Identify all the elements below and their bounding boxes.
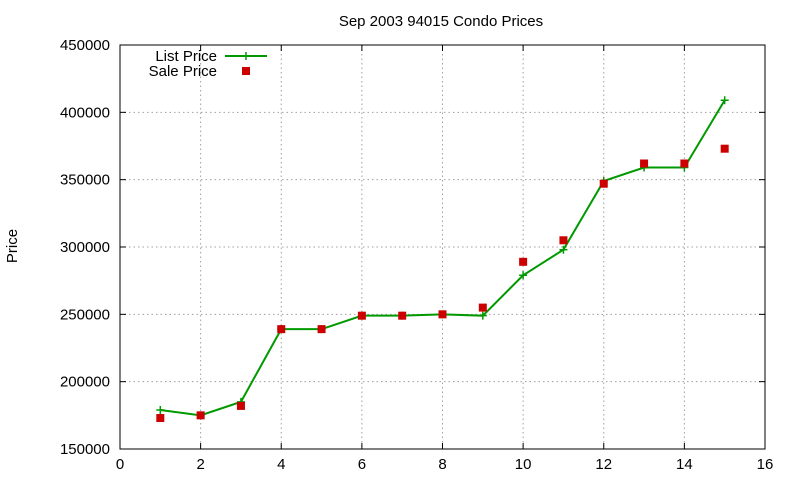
sale-price-point	[519, 257, 528, 266]
data-series	[156, 96, 729, 423]
y-tick-label: 400000	[60, 104, 110, 121]
x-tick-label: 10	[515, 456, 532, 473]
x-tick-label: 6	[358, 456, 366, 473]
sale-price-point	[156, 414, 165, 423]
sale-price-point	[720, 144, 729, 153]
legend-swatch-sale-price	[242, 67, 250, 75]
y-tick-label: 200000	[60, 374, 110, 391]
list-price-point	[519, 271, 528, 280]
y-tick-label: 450000	[60, 37, 110, 54]
sale-price-point	[236, 401, 245, 410]
x-tick-label: 2	[196, 456, 204, 473]
legend-label-list-price: List Price	[155, 48, 217, 65]
y-tick-label: 250000	[60, 306, 110, 323]
x-tick-label: 14	[676, 456, 693, 473]
sale-price-point	[478, 303, 487, 312]
list-price-point	[559, 245, 568, 254]
sale-price-point	[317, 325, 326, 334]
x-tick-label: 4	[277, 456, 285, 473]
sale-price-point	[357, 311, 366, 320]
grid-lines	[120, 45, 765, 449]
sale-price-point	[438, 310, 447, 319]
legend-label-sale-price: Sale Price	[149, 63, 217, 80]
x-tick-label: 12	[595, 456, 612, 473]
y-tick-label: 350000	[60, 172, 110, 189]
sale-price-point	[599, 179, 608, 188]
x-tick-label: 0	[116, 456, 124, 473]
y-axis-label: Price	[4, 229, 21, 263]
list-price-point	[478, 311, 487, 320]
sale-price-point	[398, 311, 407, 320]
x-tick-label: 16	[757, 456, 774, 473]
sale-price-point	[196, 411, 205, 420]
legend-marker-list-price	[242, 52, 250, 60]
axis-ticks: 0 2 4 6 8 10 12 14 16 150000 200000 250000 300000 350…	[60, 37, 773, 473]
chart-title: Sep 2003 94015 Condo Prices	[339, 13, 543, 30]
y-tick-label: 300000	[60, 239, 110, 256]
sale-price-point	[640, 159, 649, 168]
sale-price-point	[277, 325, 286, 334]
list-price-point	[156, 405, 165, 414]
list-price-point	[720, 96, 729, 105]
sale-price-point	[680, 159, 689, 168]
sale-price-point	[559, 236, 568, 245]
y-tick-label: 150000	[60, 441, 110, 458]
x-tick-label: 8	[438, 456, 446, 473]
